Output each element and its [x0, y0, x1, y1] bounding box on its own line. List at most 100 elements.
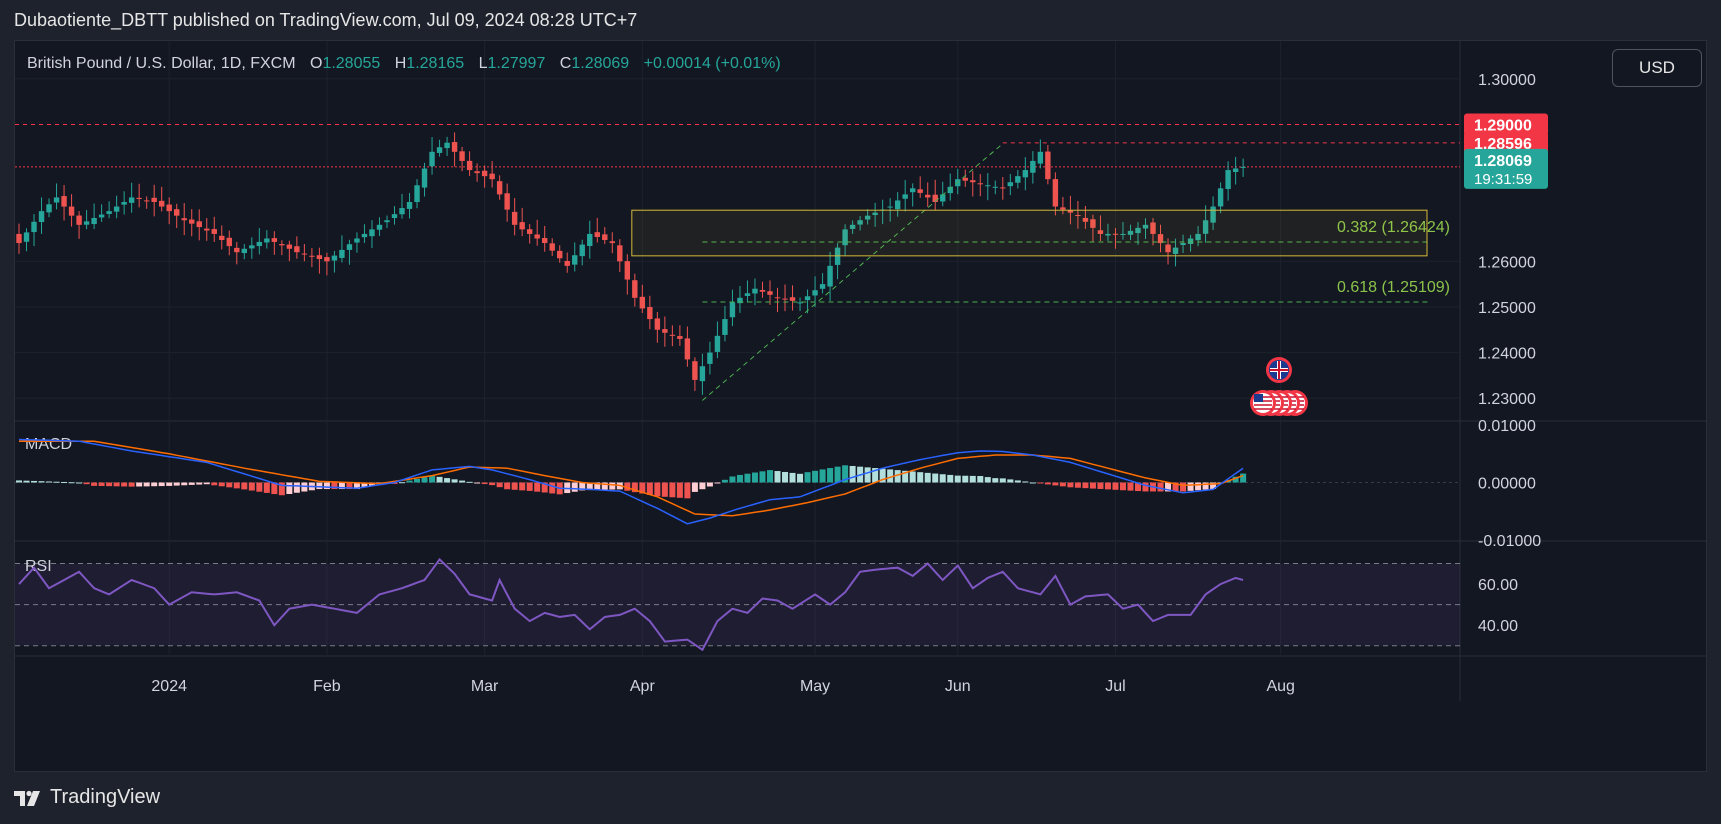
candle-body: [1165, 244, 1171, 253]
candle-body: [797, 302, 803, 304]
candle-body: [985, 185, 991, 187]
macd-histogram-bar: [646, 482, 653, 495]
macd-histogram-bar: [46, 481, 53, 483]
candle-body: [496, 181, 503, 195]
candle-body: [196, 221, 202, 228]
candle-body: [1172, 247, 1179, 254]
us-flag-icon: [1250, 390, 1276, 416]
macd-histogram-bar: [1157, 482, 1164, 492]
candle-body: [369, 229, 375, 237]
macd-histogram-bar: [451, 479, 458, 483]
macd-histogram-bar: [1052, 482, 1059, 486]
macd-histogram-bar: [669, 482, 676, 498]
macd-histogram-bar: [203, 482, 210, 485]
candle-body: [264, 238, 270, 243]
symbol-legend[interactable]: British Pound / U.S. Dollar, 1D, FXCM O1…: [27, 55, 781, 73]
candle-body: [294, 246, 300, 253]
candle-body: [376, 224, 383, 230]
candle-body: [526, 229, 533, 234]
candle-body: [421, 168, 428, 188]
candle-body: [587, 233, 593, 247]
x-axis-label: Jul: [1105, 678, 1125, 695]
price-axis-tick: 1.24000: [1478, 346, 1536, 363]
macd-histogram-bar: [736, 474, 743, 483]
candle-body: [1187, 238, 1194, 244]
macd-histogram-bar: [879, 468, 886, 483]
tradingview-logo[interactable]: TradingView: [14, 786, 160, 809]
macd-histogram-bar: [661, 482, 668, 497]
candle-body: [121, 202, 127, 205]
candle-body: [909, 188, 916, 193]
candle-body: [301, 253, 308, 255]
candle-body: [143, 200, 150, 202]
macd-histogram-bar: [106, 482, 113, 487]
candle-body: [286, 244, 293, 249]
macd-histogram-bar: [631, 482, 638, 493]
candle-body: [819, 284, 826, 289]
macd-histogram-bar: [511, 482, 518, 490]
macd-histogram-bar: [301, 482, 308, 492]
candle-body: [902, 194, 908, 199]
macd-histogram-bar: [1180, 482, 1187, 492]
candle-body: [1030, 160, 1036, 173]
macd-histogram-bar: [143, 482, 150, 487]
candle-body: [1127, 230, 1134, 235]
macd-histogram-bar: [196, 482, 203, 485]
macd-histogram-bar: [947, 474, 954, 483]
x-axis-label: Apr: [630, 678, 656, 695]
candle-body: [1007, 182, 1014, 187]
candle-body: [684, 338, 691, 360]
candle-body: [1097, 230, 1104, 234]
macd-histogram-bar: [909, 471, 916, 483]
candle-body: [31, 221, 37, 233]
currency-button[interactable]: USD: [1612, 49, 1702, 87]
macd-histogram-bar: [1037, 482, 1044, 484]
candle-body: [504, 193, 510, 210]
macd-histogram-bar: [827, 468, 834, 483]
candle-body: [106, 211, 112, 214]
macd-histogram-bar: [804, 472, 811, 483]
candle-body: [707, 352, 713, 364]
chart-panel[interactable]: 2024 Feb Mar Apr May Jun Jul Aug 1.30000 1.26000 1…: [14, 40, 1707, 772]
candle-body: [549, 243, 555, 251]
chart-svg[interactable]: 2024 Feb Mar Apr May Jun Jul Aug 1.30000 1.26000 1…: [15, 41, 1707, 772]
macd-histogram-bar: [1232, 476, 1239, 483]
candle-body: [977, 183, 983, 185]
candle-body: [98, 214, 105, 218]
macd-histogram-bar: [999, 478, 1006, 483]
high-label: H: [394, 55, 407, 72]
macd-histogram-bar: [1134, 482, 1141, 492]
candle-body: [542, 237, 548, 244]
candle-body: [174, 209, 180, 216]
candle-body: [91, 217, 97, 225]
macd-axis-tick: 0.00000: [1478, 476, 1536, 493]
current-price-text: 1.28069: [1474, 153, 1532, 170]
candle-body: [729, 302, 736, 318]
candle-body: [16, 233, 22, 244]
macd-histogram-bar: [977, 476, 984, 483]
macd-histogram-bar: [1097, 482, 1104, 489]
candle-body: [76, 215, 82, 225]
macd-histogram-bar: [1059, 482, 1066, 487]
candle-body: [1000, 187, 1006, 189]
macd-histogram-bar: [691, 482, 698, 492]
candle-body: [271, 238, 278, 242]
macd-histogram-bar: [293, 482, 300, 493]
rsi-line: [18, 557, 1244, 652]
candle-body: [83, 221, 90, 225]
macd-histogram-bar: [181, 482, 188, 486]
macd-axis-tick: 0.01000: [1478, 418, 1536, 435]
macd-histogram-bar: [91, 482, 98, 486]
close-value: 1.28069: [571, 55, 630, 72]
macd-histogram-bar: [954, 475, 961, 483]
macd-histogram-bar: [121, 482, 128, 487]
candle-body: [459, 151, 465, 161]
macd-histogram-bar: [684, 482, 691, 499]
candle-body: [940, 194, 946, 202]
candle-body: [639, 296, 646, 309]
candle-body: [279, 244, 285, 246]
macd-histogram-bar: [992, 478, 999, 483]
macd-histogram-bar: [864, 467, 871, 483]
macd-histogram-bar: [188, 482, 195, 485]
candle-body: [181, 218, 187, 221]
